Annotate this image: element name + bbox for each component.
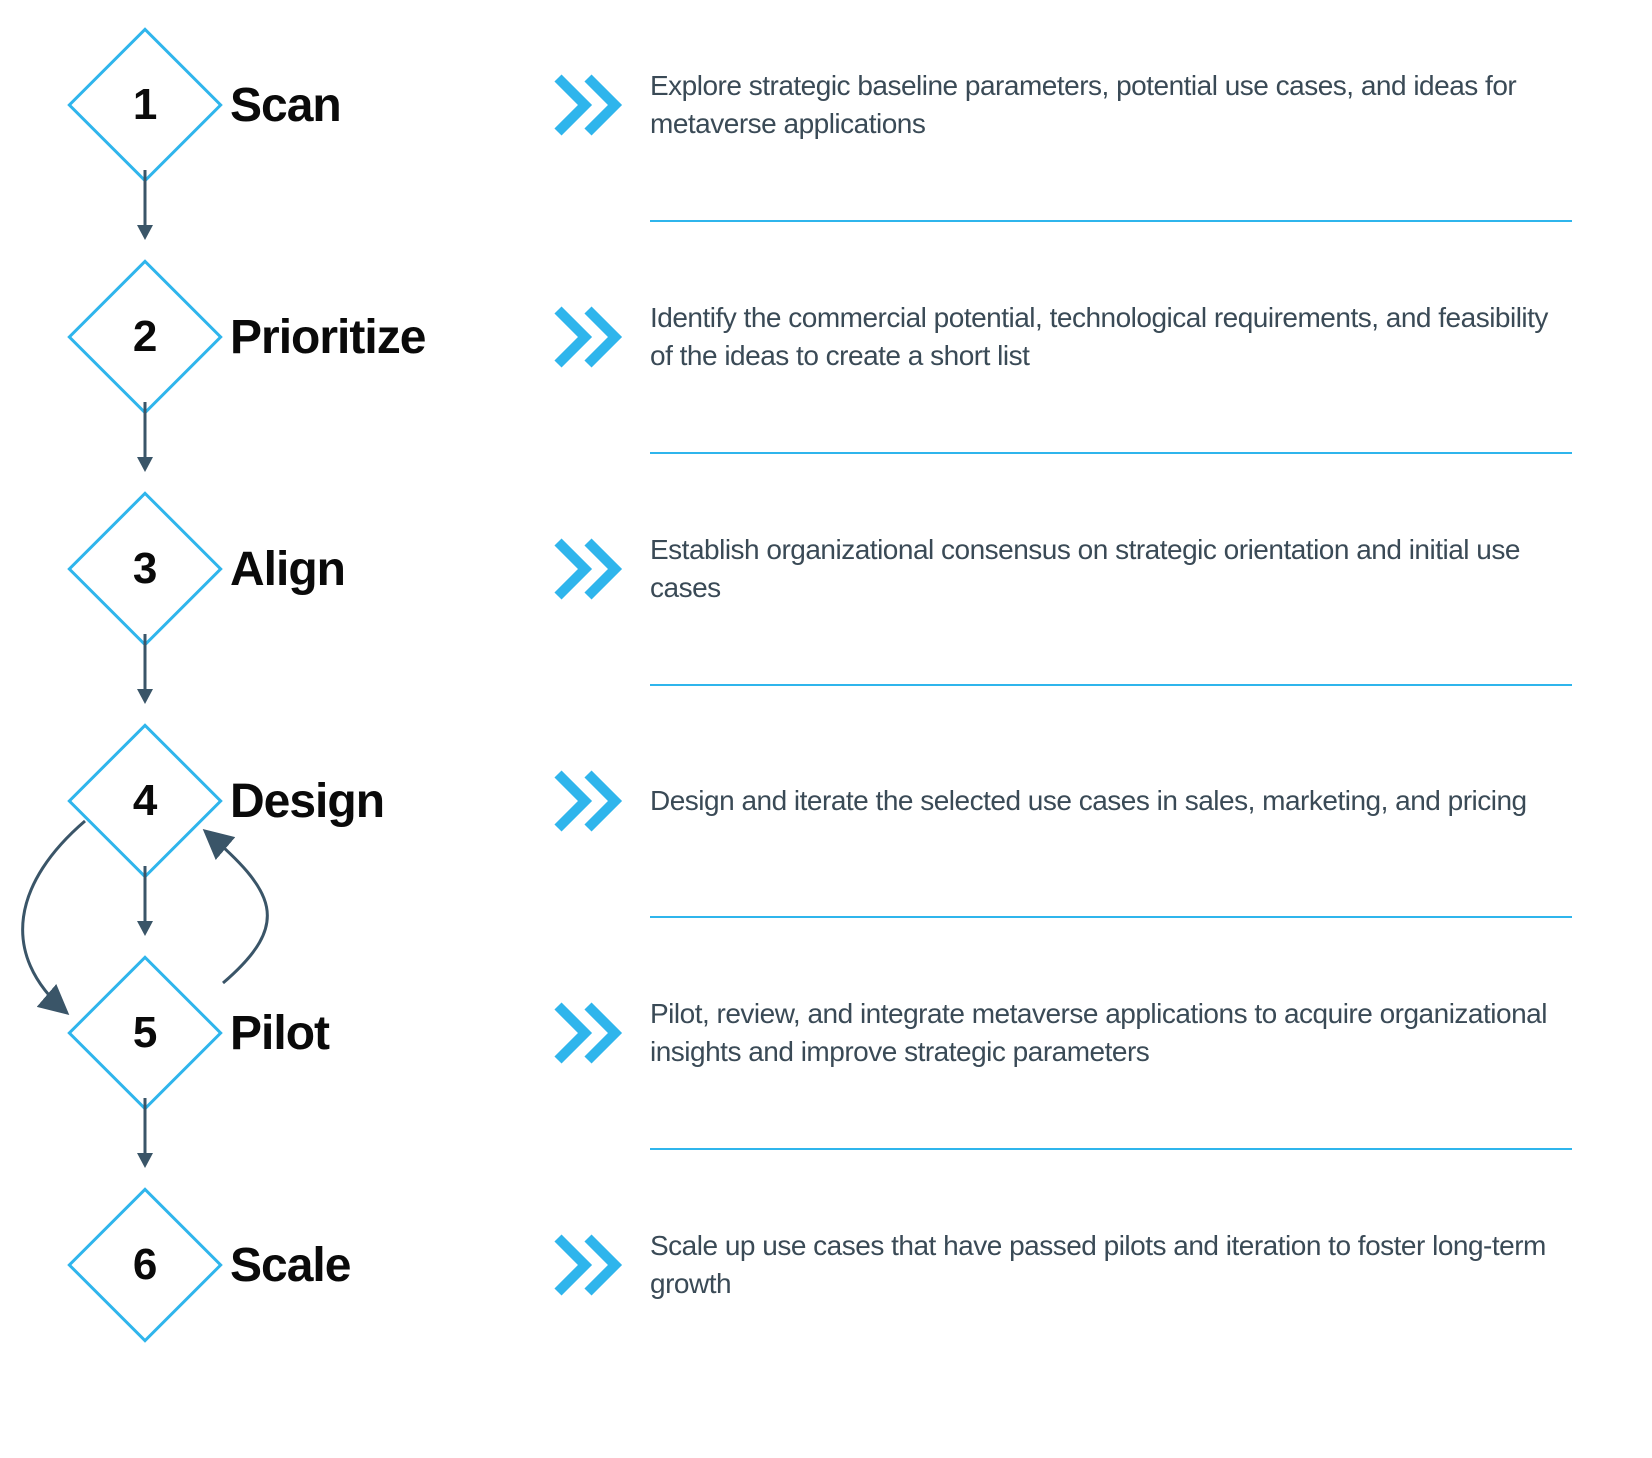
step-description: Identify the commercial potential, techn… xyxy=(650,299,1592,375)
diamond-container: 4 xyxy=(60,716,230,886)
step-row-3: 3 Align Establish organizational consens… xyxy=(60,484,1592,654)
step-number: 6 xyxy=(133,1240,157,1290)
diamond-container: 3 xyxy=(60,484,230,654)
step-title: Pilot xyxy=(230,1006,530,1061)
double-chevron-icon xyxy=(550,998,630,1068)
step-title: Align xyxy=(230,542,530,597)
step-diamond: 4 xyxy=(67,723,223,879)
diamond-container: 5 xyxy=(60,948,230,1118)
divider-row xyxy=(60,422,1592,484)
step-number: 5 xyxy=(133,1008,157,1058)
step-diamond: 3 xyxy=(67,491,223,647)
step-title: Scan xyxy=(230,78,530,133)
step-row-6: 6 Scale Scale up use cases that have pas… xyxy=(60,1180,1592,1350)
chevron-container xyxy=(530,998,650,1068)
divider-row xyxy=(60,654,1592,716)
step-diamond: 5 xyxy=(67,955,223,1111)
step-number: 1 xyxy=(133,80,157,130)
connector-arrow xyxy=(60,1098,230,1168)
section-divider xyxy=(650,1148,1572,1150)
step-title: Design xyxy=(230,774,530,829)
section-divider xyxy=(650,220,1572,222)
connector-arrow xyxy=(60,170,230,240)
section-divider xyxy=(650,452,1572,454)
process-flowchart: 1 Scan Explore strategic baseline parame… xyxy=(60,20,1592,1350)
step-row-1: 1 Scan Explore strategic baseline parame… xyxy=(60,20,1592,190)
diamond-container: 1 xyxy=(60,20,230,190)
step-description: Pilot, review, and integrate metaverse a… xyxy=(650,995,1592,1071)
chevron-container xyxy=(530,1230,650,1300)
step-diamond: 6 xyxy=(67,1187,223,1343)
arrow-down-icon xyxy=(130,402,160,472)
double-chevron-icon xyxy=(550,70,630,140)
step-title: Scale xyxy=(230,1238,530,1293)
chevron-container xyxy=(530,302,650,372)
step-number: 4 xyxy=(133,776,157,826)
connector-arrow xyxy=(60,402,230,472)
arrow-down-icon xyxy=(130,634,160,704)
step-description: Scale up use cases that have passed pilo… xyxy=(650,1227,1592,1303)
divider-row xyxy=(60,190,1592,252)
arrow-down-icon xyxy=(130,1098,160,1168)
double-chevron-icon xyxy=(550,766,630,836)
double-chevron-icon xyxy=(550,1230,630,1300)
section-divider xyxy=(650,916,1572,918)
divider-row xyxy=(60,1118,1592,1180)
double-chevron-icon xyxy=(550,534,630,604)
chevron-container xyxy=(530,534,650,604)
diamond-container: 2 xyxy=(60,252,230,422)
step-row-4: 4 Design Design and iterate the selected… xyxy=(60,716,1592,886)
step-description: Design and iterate the selected use case… xyxy=(650,782,1592,820)
step-row-2: 2 Prioritize Identify the commercial pot… xyxy=(60,252,1592,422)
step-title: Prioritize xyxy=(230,310,530,365)
connector-arrow xyxy=(60,634,230,704)
step-row-5: 5 Pilot Pilot, review, and integrate met… xyxy=(60,948,1592,1118)
arrow-down-icon xyxy=(130,170,160,240)
step-diamond: 2 xyxy=(67,259,223,415)
chevron-container xyxy=(530,766,650,836)
chevron-container xyxy=(530,70,650,140)
section-divider xyxy=(650,684,1572,686)
step-description: Explore strategic baseline parameters, p… xyxy=(650,67,1592,143)
step-diamond: 1 xyxy=(67,27,223,183)
divider-row xyxy=(60,886,1592,948)
double-chevron-icon xyxy=(550,302,630,372)
step-description: Establish organizational consensus on st… xyxy=(650,531,1592,607)
diamond-container: 6 xyxy=(60,1180,230,1350)
step-number: 3 xyxy=(133,544,157,594)
connector-arrow xyxy=(60,866,230,936)
arrow-down-icon xyxy=(130,866,160,936)
step-number: 2 xyxy=(133,312,157,362)
